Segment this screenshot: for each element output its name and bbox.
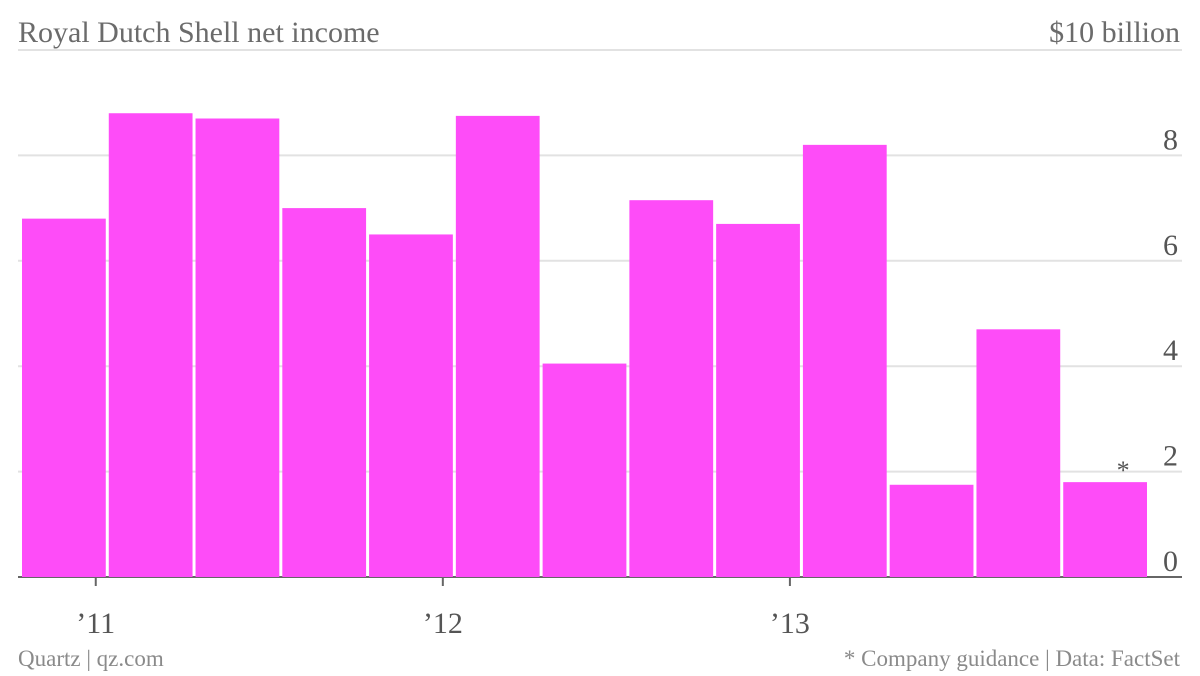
footnote: * Company guidance | Data: FactSet bbox=[844, 646, 1181, 671]
bar bbox=[22, 218, 106, 577]
annotations: * bbox=[1117, 456, 1130, 485]
y-tick-label: 6 bbox=[1163, 229, 1178, 262]
bar bbox=[455, 115, 540, 578]
bar bbox=[282, 208, 367, 577]
bar bbox=[195, 118, 280, 577]
bar bbox=[716, 223, 800, 577]
bar bbox=[802, 144, 887, 578]
y-tick-label: 4 bbox=[1163, 334, 1178, 367]
unit-label: $10 billion bbox=[1049, 16, 1180, 49]
bar bbox=[108, 113, 193, 578]
y-tick-label: 2 bbox=[1163, 440, 1178, 473]
x-tick-label: ’11 bbox=[76, 607, 115, 640]
bar bbox=[976, 329, 1061, 577]
bar bbox=[369, 234, 453, 577]
x-tick-label: ’12 bbox=[423, 607, 463, 640]
source-credit: Quartz | qz.com bbox=[18, 646, 164, 671]
y-tick-label: 0 bbox=[1163, 545, 1178, 578]
x-tick-label: ’13 bbox=[770, 607, 810, 640]
y-axis-ticks: 0 2 4 6 8 bbox=[1163, 123, 1178, 578]
y-tick-label: 8 bbox=[1163, 123, 1178, 156]
bar bbox=[542, 363, 627, 577]
bar bbox=[629, 200, 714, 577]
bar bbox=[889, 484, 974, 577]
bar-annotation: * bbox=[1117, 456, 1130, 485]
bar bbox=[1063, 482, 1147, 577]
x-axis-ticks: ’11 ’12 ’13 bbox=[76, 577, 810, 640]
bars bbox=[22, 113, 1147, 578]
chart-title: Royal Dutch Shell net income bbox=[18, 16, 380, 49]
